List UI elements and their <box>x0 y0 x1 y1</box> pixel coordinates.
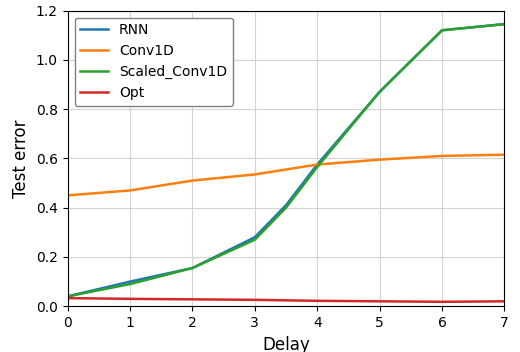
RNN <box>252 235 258 239</box>
Opt <box>376 299 383 303</box>
Opt <box>439 300 445 304</box>
X-axis label: Delay: Delay <box>262 335 310 352</box>
Line: RNN: RNN <box>68 24 504 296</box>
RNN <box>439 28 445 32</box>
Line: Scaled_Conv1D: Scaled_Conv1D <box>68 24 504 296</box>
Scaled_Conv1D <box>189 266 196 270</box>
Conv1D <box>314 163 320 167</box>
RNN <box>501 22 508 26</box>
Legend: RNN, Conv1D, Scaled_Conv1D, Opt: RNN, Conv1D, Scaled_Conv1D, Opt <box>74 18 232 106</box>
Scaled_Conv1D <box>127 282 133 286</box>
Conv1D <box>439 154 445 158</box>
Scaled_Conv1D <box>376 90 383 94</box>
RNN <box>376 90 383 94</box>
Conv1D <box>64 193 71 197</box>
Opt <box>64 296 71 300</box>
Conv1D <box>127 188 133 193</box>
Opt <box>127 297 133 301</box>
Conv1D <box>376 158 383 162</box>
Line: Opt: Opt <box>68 298 504 302</box>
Y-axis label: Test error: Test error <box>12 119 30 198</box>
RNN <box>127 279 133 284</box>
Scaled_Conv1D <box>314 165 320 169</box>
Scaled_Conv1D <box>501 22 508 26</box>
Scaled_Conv1D <box>439 28 445 32</box>
Scaled_Conv1D <box>283 206 289 210</box>
Opt <box>189 297 196 301</box>
Conv1D <box>189 178 196 183</box>
Scaled_Conv1D <box>252 238 258 242</box>
RNN <box>189 266 196 270</box>
RNN <box>314 163 320 167</box>
RNN <box>64 294 71 298</box>
Opt <box>283 298 289 302</box>
Conv1D <box>501 153 508 157</box>
Opt <box>501 299 508 303</box>
RNN <box>283 203 289 207</box>
Opt <box>252 298 258 302</box>
Conv1D <box>252 172 258 176</box>
Conv1D <box>283 168 289 172</box>
Opt <box>314 299 320 303</box>
Scaled_Conv1D <box>64 294 71 298</box>
Line: Conv1D: Conv1D <box>68 155 504 195</box>
